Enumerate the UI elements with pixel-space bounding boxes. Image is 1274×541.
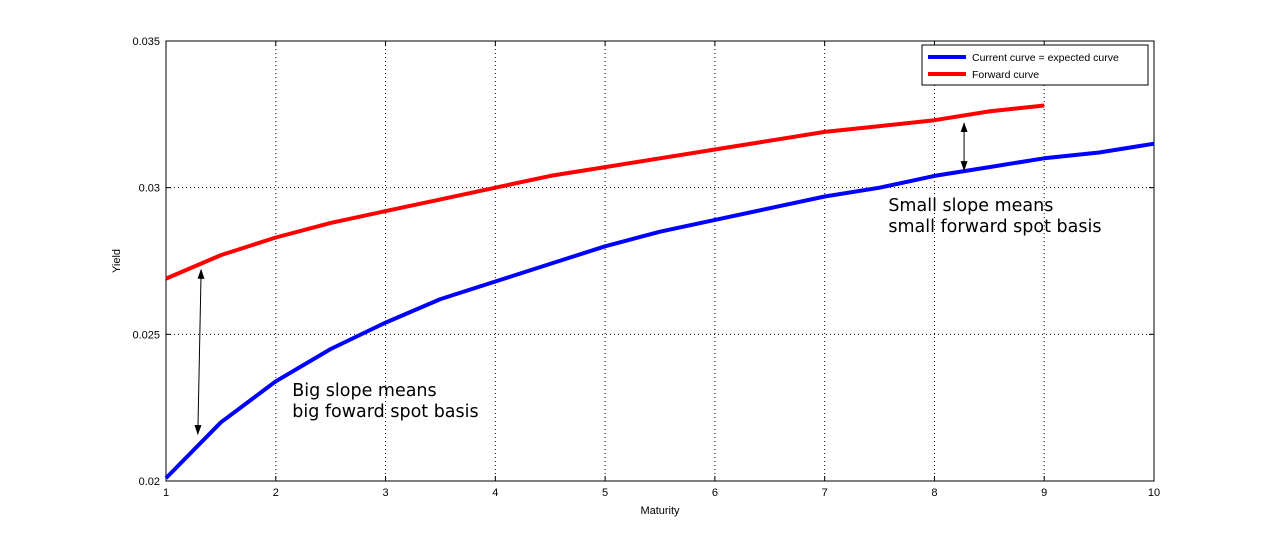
y-tick-label: 0.02 <box>139 476 160 488</box>
y-axis-label: Yield <box>111 249 123 273</box>
x-tick-label: 4 <box>492 487 498 499</box>
plot-area <box>166 41 1154 481</box>
x-tick-label: 1 <box>163 487 169 499</box>
x-tick-label: 9 <box>1041 487 1047 499</box>
legend-entry: Current curve = expected curve <box>972 52 1119 64</box>
x-tick-label: 3 <box>382 487 388 499</box>
annotation-text: small forward spot basis <box>888 217 1101 237</box>
plot-frame <box>165 40 1155 482</box>
x-tick-label: 8 <box>931 487 937 499</box>
axes: 1 2 3 4 5 6 7 8 9 10 0.02 0.025 0.03 0.035 <box>132 36 1160 499</box>
series-line-current-curve <box>164 141 1155 480</box>
legend-entry: Forward curve <box>972 69 1039 81</box>
x-tick-label: 5 <box>602 487 608 499</box>
y-tick-label: 0.025 <box>132 329 160 341</box>
series-line-forward-curve <box>165 103 1045 281</box>
x-tick-label: 6 <box>712 487 718 499</box>
x-tick-label: 7 <box>822 487 828 499</box>
x-tick-label: 10 <box>1148 487 1160 499</box>
series-layer <box>164 103 1155 480</box>
x-axis-label: Maturity <box>640 505 680 517</box>
annotation-text: big foward spot basis <box>292 402 478 422</box>
grid-lines <box>166 41 1154 481</box>
x-tick-label: 2 <box>273 487 279 499</box>
y-tick-label: 0.03 <box>139 183 160 195</box>
legend: Current curve = expected curve Forward cu… <box>921 44 1149 86</box>
legend-box <box>921 44 1149 86</box>
annotation-arrow <box>194 268 205 436</box>
annotation-text: Small slope means <box>888 196 1053 216</box>
annotation-text: Big slope means <box>292 381 436 401</box>
y-tick-label: 0.035 <box>132 36 160 48</box>
